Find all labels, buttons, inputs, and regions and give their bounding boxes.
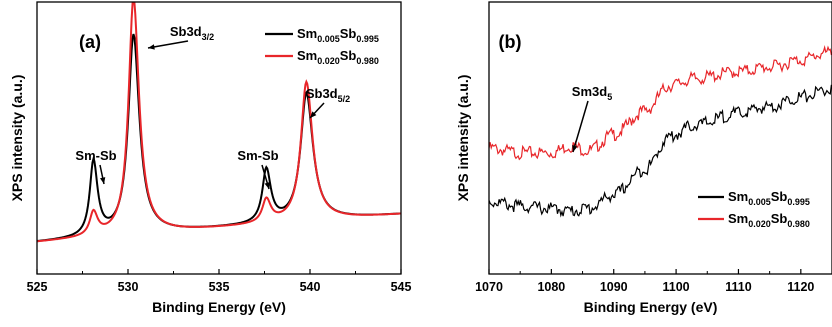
annotation-arrow-line: [147, 40, 189, 49]
panel-a: 525 530 535 540 545 Binding Energy (eV) XPS in…: [9, 1, 412, 315]
annotation-arrow-head: [100, 177, 106, 184]
series-line-2: [37, 2, 401, 243]
legend-entry: Sm0.005Sb0.995: [297, 26, 379, 44]
annotation-arrow-line: [572, 100, 589, 153]
y-axis-label: XPS intensity (a.u.): [9, 75, 25, 202]
peak-annotation: Sm-Sb: [75, 148, 116, 163]
x-tick-label: 1100: [663, 280, 690, 294]
annotation-arrow-head: [148, 44, 155, 50]
annotation-arrow-head: [572, 145, 578, 152]
x-tick-label: 525: [27, 280, 48, 294]
x-tick-label: 545: [391, 280, 412, 294]
x-tick-label: 1080: [537, 280, 565, 294]
peak-annotation: Sm3d5: [572, 84, 612, 102]
x-tick-label: 1090: [600, 280, 628, 294]
legend-entry: Sm0.020Sb0.980: [297, 48, 379, 66]
x-tick-label: 535: [209, 280, 230, 294]
panel-label: (a): [79, 32, 101, 52]
x-tick-label: 1070: [475, 280, 503, 294]
peak-annotation: Sm-Sb: [237, 148, 278, 163]
annotation-arrow-head: [264, 182, 270, 189]
panel-b: 1070 1080 1090 1100 1110 1120 Binding Energy (…: [455, 1, 832, 315]
series-line-1: [37, 33, 401, 243]
x-axis-label: Binding Energy (eV): [152, 299, 286, 315]
x-tick-label: 530: [118, 280, 139, 294]
peak-annotation: Sb3d5/2: [306, 86, 350, 104]
annotation-arrow-head: [310, 111, 317, 118]
legend-entry: Sm0.005Sb0.995: [728, 189, 810, 207]
series-line-1: [489, 45, 832, 161]
plot-frame: [488, 1, 832, 275]
x-tick-label: 540: [300, 280, 321, 294]
peak-annotation: Sb3d3/2: [170, 24, 214, 42]
panel-label: (b): [499, 32, 522, 52]
legend-entry: Sm0.020Sb0.980: [728, 211, 810, 229]
series-line-2: [489, 84, 832, 218]
x-axis-label: Binding Energy (eV): [584, 299, 718, 315]
x-tick-label: 1120: [787, 280, 814, 294]
y-axis-label: XPS intensity (a.u.): [455, 75, 471, 202]
x-tick-label: 1110: [725, 280, 751, 294]
